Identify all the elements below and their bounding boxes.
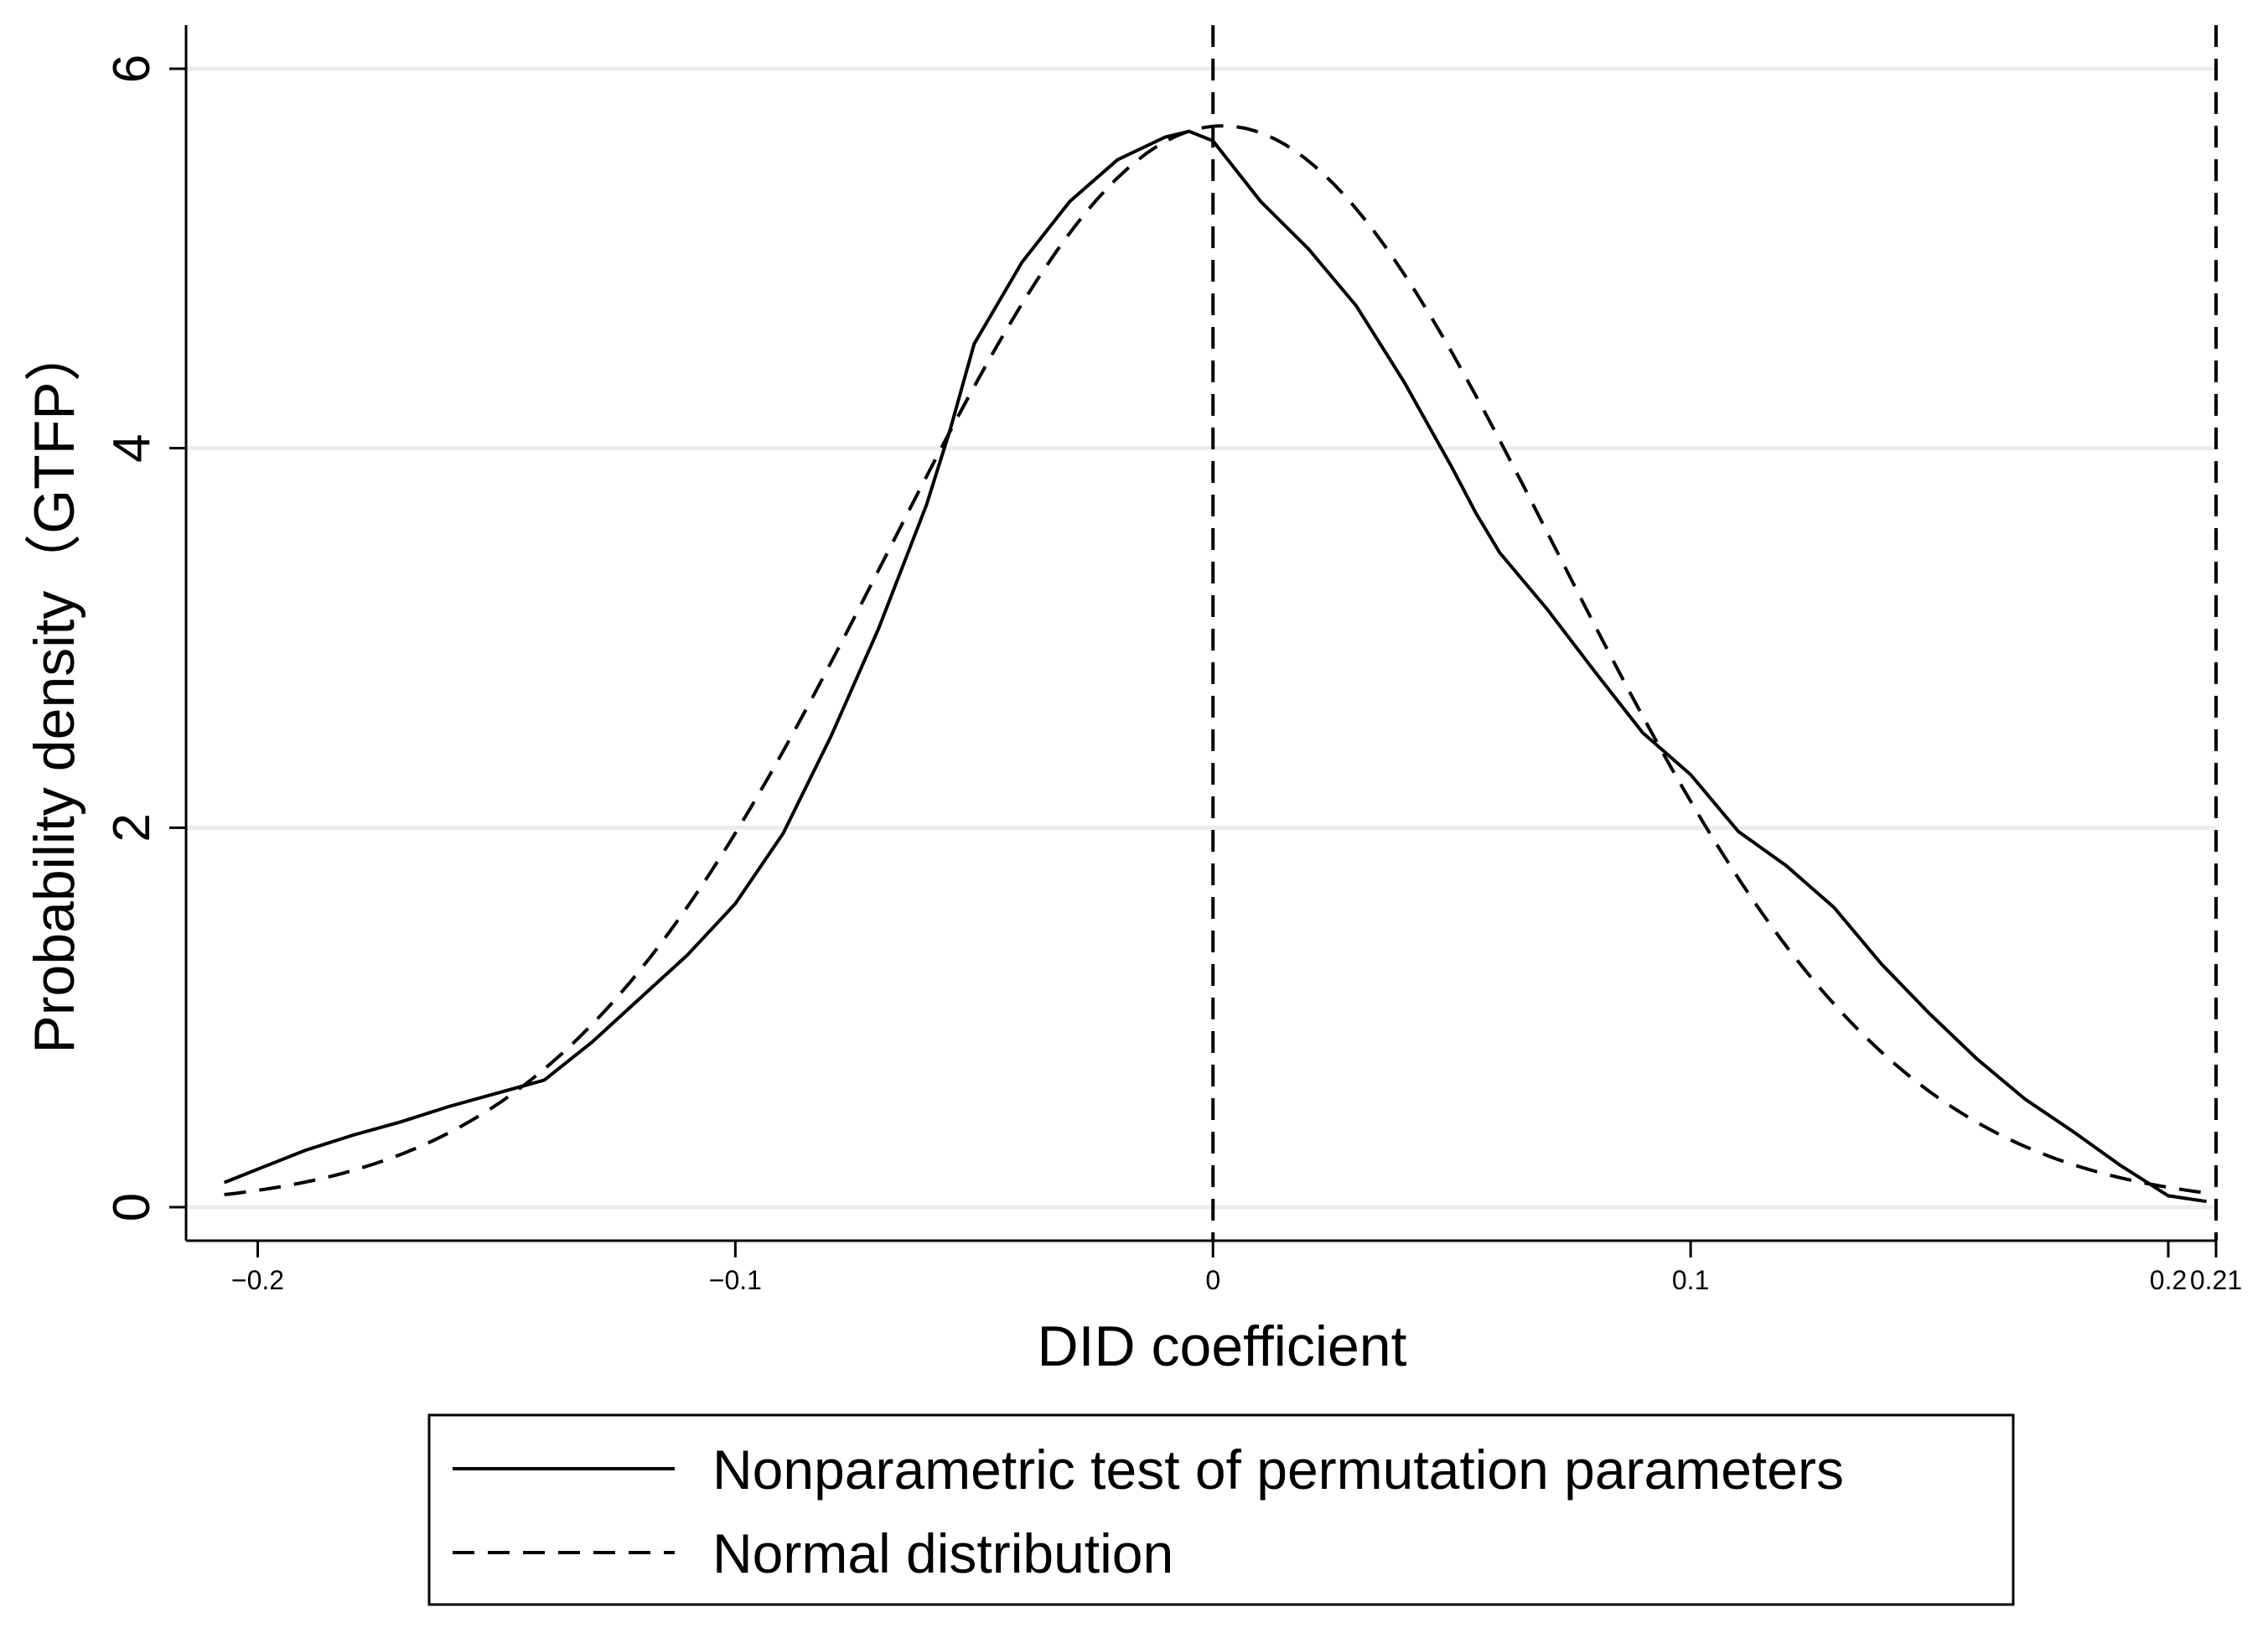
- x-tick-label: 0: [1205, 1265, 1220, 1295]
- grid-lines: [186, 66, 2216, 1210]
- y-tick-label: 6: [103, 54, 161, 83]
- legend-label-nonparametric: Nonparametric test of permutation parame…: [712, 1439, 1844, 1501]
- legend-box: [427, 1413, 2015, 1606]
- x-tick-label: −0.1: [709, 1265, 762, 1295]
- ticks: 0 2 4 6 −0.2 −0.1 0 0.1 0.2 0.21: [103, 54, 2242, 1295]
- legend: Nonparametric test of permutation parame…: [427, 1413, 2015, 1606]
- axes: [184, 25, 2216, 1242]
- normal-distribution-line: [224, 124, 2207, 1196]
- legend-label-normal: Normal distribution: [712, 1522, 1173, 1584]
- x-tick-label: −0.2: [231, 1265, 284, 1295]
- reference-lines: [1211, 25, 2218, 1241]
- y-tick-label: 0: [103, 1193, 161, 1221]
- y-tick-label: 4: [103, 433, 161, 462]
- x-tick-label: 0.1: [1672, 1265, 1709, 1295]
- x-tick-label: 0.21: [2190, 1265, 2242, 1295]
- y-axis-title: Probability density（GTFP）: [23, 324, 86, 1053]
- x-axis-title: DID coefficient: [1038, 1314, 1407, 1378]
- series-layer: [223, 124, 2207, 1204]
- y-tick-label: 2: [103, 813, 161, 842]
- x-tick-label: 0.2: [2150, 1265, 2187, 1295]
- nonparametric-density-line: [223, 129, 2207, 1204]
